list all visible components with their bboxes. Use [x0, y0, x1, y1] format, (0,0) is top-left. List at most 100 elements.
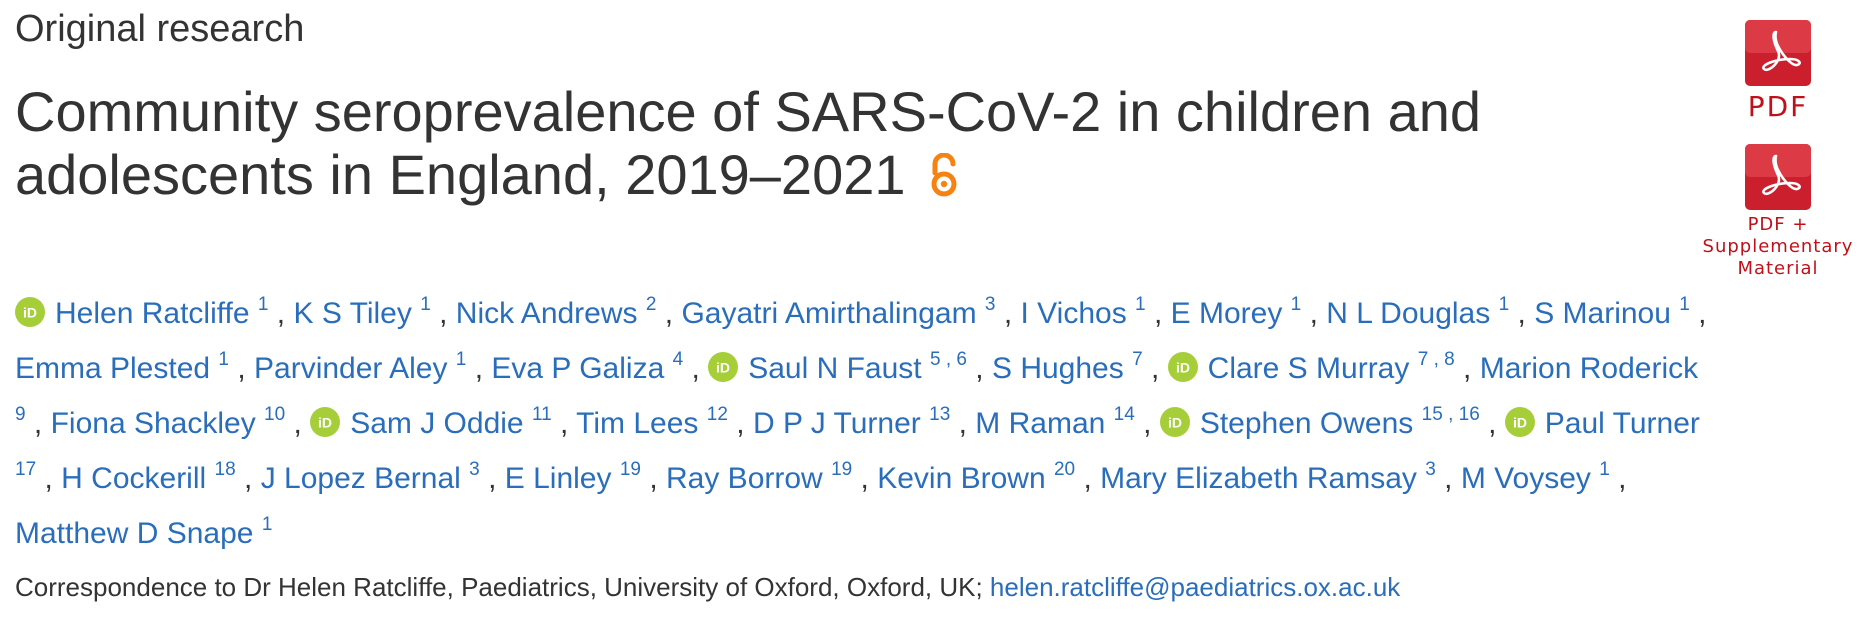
orcid-icon[interactable]: iD	[1504, 407, 1535, 437]
author-name-link[interactable]: S Hughes	[991, 352, 1124, 385]
affiliation-superscript[interactable]: 20	[1053, 459, 1076, 480]
affiliation-superscript[interactable]: 1	[218, 349, 229, 370]
orcid-icon[interactable]: iD	[708, 352, 739, 382]
affiliation-superscript[interactable]: 11	[531, 404, 552, 425]
author-name-link[interactable]: Emma Plested	[15, 352, 211, 385]
affiliation-superscript[interactable]: 17	[15, 459, 37, 480]
author-entry: Parvinder Aley 1	[254, 349, 467, 385]
affiliation-superscript[interactable]: 1	[1679, 294, 1690, 315]
author-separator: ,	[1479, 407, 1505, 440]
orcid-icon[interactable]: iD	[1167, 352, 1198, 382]
author-name-link[interactable]: Kevin Brown	[877, 462, 1046, 495]
author-entry: Ray Borrow 19	[666, 459, 853, 495]
author-name-link[interactable]: M Voysey	[1460, 462, 1591, 495]
author-name-link[interactable]: N L Douglas	[1326, 297, 1491, 330]
affiliation-superscript[interactable]: 2	[645, 294, 657, 315]
author-list: iD Helen Ratcliffe 1 , K S Tiley 1 , Nick…	[15, 286, 1715, 561]
author-separator: ,	[995, 297, 1021, 330]
affiliation-superscript[interactable]: 1	[1498, 294, 1510, 315]
author-name-link[interactable]: Marion Roderick	[1479, 352, 1699, 385]
pdf-supplementary-download-button[interactable]: PDF + Supplementary Material	[1688, 144, 1868, 280]
author-separator: ,	[229, 352, 255, 385]
author-name-link[interactable]: Gayatri Amirthalingam	[681, 297, 977, 330]
author-name-link[interactable]: Stephen Owens	[1199, 407, 1414, 440]
author-name-link[interactable]: Ray Borrow	[666, 462, 823, 495]
author-name-link[interactable]: M Raman	[975, 407, 1106, 440]
author-separator: ,	[285, 407, 311, 440]
author-name-link[interactable]: Saul N Faust	[748, 352, 922, 385]
affiliation-superscript[interactable]: 7 , 8	[1417, 349, 1455, 370]
affiliation-superscript[interactable]: 15 , 16	[1421, 404, 1480, 425]
author-separator: ,	[1145, 297, 1171, 330]
author-separator: ,	[966, 352, 992, 385]
author-entry: S Hughes 7	[991, 349, 1143, 385]
author-name-link[interactable]: Helen Ratcliffe	[55, 297, 250, 330]
correspondence-email-link[interactable]: helen.ratcliffe@paediatrics.ox.ac.uk	[989, 572, 1401, 602]
author-name-link[interactable]: J Lopez Bernal	[260, 462, 461, 495]
affiliation-superscript[interactable]: 18	[214, 459, 236, 480]
orcid-icon[interactable]: iD	[310, 407, 341, 437]
article-type: Original research	[15, 8, 305, 50]
author-entry: iD Helen Ratcliffe 1	[15, 294, 269, 330]
author-name-link[interactable]: Eva P Galiza	[491, 352, 665, 385]
affiliation-superscript[interactable]: 1	[1599, 459, 1610, 480]
author-name-link[interactable]: Nick Andrews	[455, 297, 638, 330]
author-name-link[interactable]: Parvinder Aley	[254, 352, 448, 385]
author-name-link[interactable]: I Vichos	[1020, 297, 1127, 330]
author-name-link[interactable]: D P J Turner	[752, 407, 921, 440]
affiliation-superscript[interactable]: 3	[984, 294, 996, 315]
orcid-icon[interactable]: iD	[1159, 407, 1190, 437]
affiliation-superscript[interactable]: 1	[1135, 294, 1146, 315]
author-name-link[interactable]: Matthew D Snape	[15, 517, 254, 550]
affiliation-superscript[interactable]: 4	[672, 349, 684, 370]
author-separator: ,	[1454, 352, 1480, 385]
affiliation-superscript[interactable]: 7	[1132, 349, 1143, 370]
affiliation-superscript[interactable]: 10	[264, 404, 286, 425]
author-name-link[interactable]: Mary Elizabeth Ramsay	[1100, 462, 1417, 495]
author-entry: iD Sam J Oddie 11	[310, 404, 552, 440]
svg-text:iD: iD	[23, 305, 37, 321]
author-separator: ,	[656, 297, 682, 330]
author-name-link[interactable]: K S Tiley	[293, 297, 412, 330]
author-name-link[interactable]: E Morey	[1170, 297, 1283, 330]
author-separator: ,	[950, 407, 976, 440]
author-name-link[interactable]: Tim Lees	[576, 407, 699, 440]
orcid-icon[interactable]: iD	[15, 297, 45, 327]
svg-text:iD: iD	[1176, 360, 1190, 376]
author-separator: ,	[1435, 462, 1461, 495]
author-separator: ,	[1301, 297, 1327, 330]
affiliation-superscript[interactable]: 12	[706, 404, 728, 425]
affiliation-superscript[interactable]: 1	[455, 349, 467, 370]
affiliation-superscript[interactable]: 1	[1290, 294, 1302, 315]
author-separator: ,	[1142, 352, 1168, 385]
author-separator: ,	[235, 462, 261, 495]
affiliation-superscript[interactable]: 5 , 6	[929, 349, 967, 370]
author-name-link[interactable]: Paul Turner	[1544, 407, 1700, 440]
affiliation-superscript[interactable]: 19	[831, 459, 853, 480]
affiliation-superscript[interactable]: 9	[15, 404, 26, 425]
author-separator: ,	[683, 352, 709, 385]
affiliation-superscript[interactable]: 1	[257, 294, 269, 315]
author-name-link[interactable]: Clare S Murray	[1207, 352, 1410, 385]
author-separator: ,	[1689, 297, 1707, 330]
author-entry: Eva P Galiza 4	[491, 349, 684, 385]
affiliation-superscript[interactable]: 1	[261, 514, 273, 535]
author-name-link[interactable]: S Marinou	[1534, 297, 1671, 330]
author-separator: ,	[727, 407, 753, 440]
correspondence: Correspondence to Dr Helen Ratcliffe, Pa…	[15, 572, 1400, 603]
author-name-link[interactable]: Fiona Shackley	[50, 407, 256, 440]
author-entry: Emma Plested 1	[15, 349, 229, 385]
author-name-link[interactable]: H Cockerill	[61, 462, 207, 495]
affiliation-superscript[interactable]: 14	[1113, 404, 1135, 425]
pdf-download-button[interactable]: PDF	[1728, 20, 1828, 123]
author-name-link[interactable]: Sam J Oddie	[350, 407, 524, 440]
affiliation-superscript[interactable]: 13	[929, 404, 951, 425]
affiliation-superscript[interactable]: 1	[420, 294, 431, 315]
author-entry: N L Douglas 1	[1326, 294, 1510, 330]
affiliation-superscript[interactable]: 3	[469, 459, 480, 480]
author-entry: I Vichos 1	[1020, 294, 1146, 330]
author-separator: ,	[25, 407, 51, 440]
affiliation-superscript[interactable]: 3	[1425, 459, 1436, 480]
affiliation-superscript[interactable]: 19	[619, 459, 641, 480]
author-name-link[interactable]: E Linley	[504, 462, 612, 495]
